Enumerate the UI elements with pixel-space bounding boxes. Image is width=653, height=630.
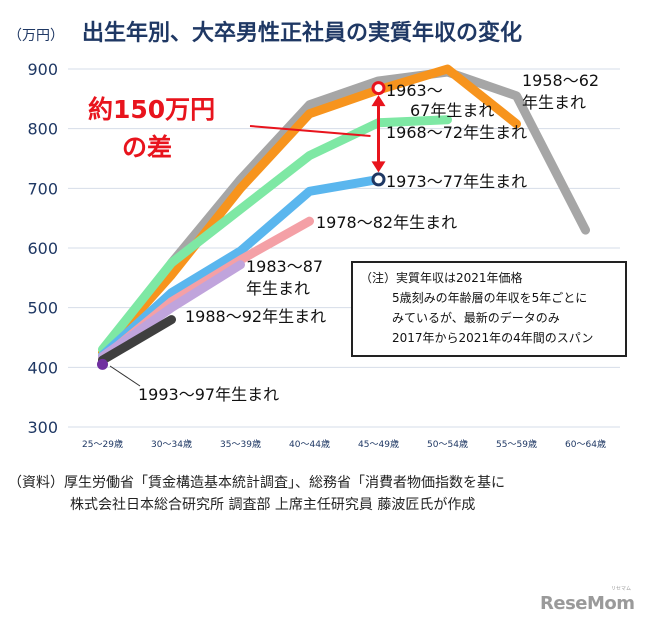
series-lines	[97, 64, 590, 370]
series-label-1963-line1: 1963～	[386, 81, 443, 100]
y-tick-900: 900	[27, 60, 58, 79]
series-label-1988-line1: 1988～92年生まれ	[185, 307, 326, 326]
source-note: （資料）厚生労働省「賃金構造基本統計調査」、総務省「消費者物価指数を基に 株式会…	[8, 472, 648, 516]
difference-label-line2: の差	[122, 133, 172, 162]
difference-annotation: 約150万円 の差	[88, 81, 386, 187]
series-label-1963-line2: 67年生まれ	[410, 101, 494, 120]
note-line-4: 2017年から2021年の4年間のスパン	[392, 331, 593, 345]
note-line-1: （注）実質年収は2021年価格	[360, 270, 523, 285]
series-label-1968-line1: 1968～72年生まれ	[386, 123, 527, 142]
x-tick-4: 40～44歳	[289, 438, 330, 450]
x-tick-7: 55～59歳	[496, 438, 537, 450]
annotation-circle-top	[371, 81, 386, 96]
x-tick-3: 35～39歳	[220, 438, 261, 450]
note-box-frame	[351, 261, 627, 357]
note-line-3: みているが、最新のデータのみ	[392, 310, 560, 325]
x-tick-6: 50～54歳	[427, 438, 468, 450]
annotation-arrow-head-up	[371, 95, 386, 107]
y-axis-ticks: 300 400 500 600 700 800 900	[27, 60, 58, 437]
y-tick-400: 400	[27, 358, 58, 377]
x-tick-1: 25～29歳	[82, 438, 123, 450]
y-tick-700: 700	[27, 179, 58, 198]
series-label-1983-line1: 1983～87	[246, 257, 323, 276]
series-labels: 1958～62 年生まれ 1963～67年生まれ 1968～72年生まれ 1973～77…	[109, 71, 599, 404]
y-tick-800: 800	[27, 120, 58, 139]
annotation-arrow-head-down	[371, 161, 386, 173]
y-tick-600: 600	[27, 239, 58, 258]
series-point-1993	[97, 358, 108, 370]
x-axis-ticks: 25～29歳 30～34歳 35～39歳 40～44歳 45～49歳 50～54歳 55～5…	[82, 438, 606, 450]
series-label-1993-line1: 1993～97年生まれ	[138, 385, 279, 404]
chart: （万円） 出生年別、大卒男性正社員の実質年収の変化 300 400 500 600 70…	[8, 20, 627, 450]
difference-label-line1: 約150万円	[88, 95, 215, 124]
resemom-logo: ReseMom	[540, 593, 635, 614]
y-tick-300: 300	[27, 418, 58, 437]
annotation-connector	[249, 125, 371, 137]
chart-title: 出生年別、大卒男性正社員の実質年収の変化	[82, 20, 522, 46]
series-line-1988	[98, 315, 176, 365]
y-tick-500: 500	[27, 299, 58, 318]
series-line-1958	[167, 67, 590, 268]
series-label-1958-line1: 1958～62	[522, 71, 599, 90]
annotation-circle-bottom	[371, 172, 386, 187]
y-unit-label: （万円）	[8, 28, 64, 44]
series-label-1978-line1: 1978～82年生まれ	[316, 213, 457, 232]
resemom-logo-subtext: リセマム	[611, 586, 632, 592]
source-line-1: （資料）厚生労働省「賃金構造基本統計調査」、総務省「消費者物価指数を基に	[8, 475, 505, 491]
source-line-2: 株式会社日本総合研究所 調査部 上席主任研究員 藤波匠氏が作成	[70, 497, 476, 513]
series-line-1983	[98, 260, 245, 362]
x-tick-2: 30～34歳	[151, 438, 192, 450]
x-tick-8: 60～64歳	[565, 438, 606, 450]
series-label-1983-line2: 年生まれ	[246, 279, 310, 298]
series-label-1958-line2: 年生まれ	[522, 93, 586, 112]
series-line-1973	[98, 174, 383, 360]
series-label-1973-line1: 1973～77年生まれ	[386, 172, 527, 191]
series-line-1968	[98, 115, 452, 354]
series-line-1963	[98, 64, 521, 357]
x-tick-5: 45～49歳	[358, 438, 399, 450]
note-box: （注）実質年収は2021年価格 5歳刻みの年齢層の年収を5年ごとに みているが、…	[351, 261, 627, 357]
series-label-1993-leader	[109, 365, 141, 387]
note-line-2: 5歳刻みの年齢層の年収を5年ごとに	[392, 290, 587, 305]
